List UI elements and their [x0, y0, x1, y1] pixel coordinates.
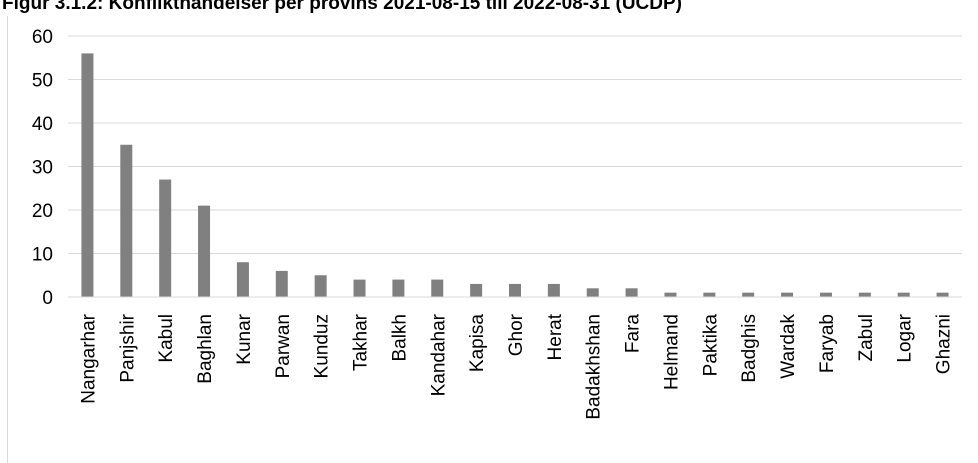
bar-helmand: [664, 292, 677, 297]
bar-baghlan: [198, 205, 211, 297]
x-tick-label: Parwan: [273, 314, 294, 378]
x-tick-label: Kandahar: [428, 313, 449, 396]
x-tick-label: Helmand: [661, 314, 682, 390]
bar-fara: [625, 288, 638, 297]
bar-wardak: [781, 292, 794, 297]
gridlines: [68, 35, 962, 254]
x-tick-label: Kabul: [156, 314, 177, 363]
bar-kunar: [236, 262, 249, 297]
x-tick-label: Ghazni: [934, 314, 955, 374]
x-tick-label: Herat: [545, 313, 566, 360]
bar-faryab: [819, 292, 832, 297]
bar-takhar: [353, 279, 366, 297]
y-tick-label: 50: [32, 71, 53, 92]
x-tick-label: Faryab: [817, 314, 838, 373]
x-tick-label: Badghis: [739, 314, 760, 383]
bar-kandahar: [431, 279, 444, 297]
x-tick-label: Paktika: [700, 314, 721, 377]
x-tick-label: Kunar: [234, 313, 255, 364]
bar-badakhshan: [586, 288, 599, 297]
x-tick-label: Kapisa: [467, 314, 488, 373]
x-tick-label: Kunduz: [312, 314, 333, 378]
x-tick-label: Zabul: [856, 314, 877, 362]
y-tick-label: 30: [32, 158, 53, 179]
y-axis-tick-labels: 0 10 20 30 40 50 60: [32, 27, 53, 309]
y-tick-label: 40: [32, 114, 53, 135]
chart-title: Figur 3.1.2: Konflikthändelser per provi…: [2, 0, 683, 14]
x-tick-label: Logar: [895, 313, 916, 362]
bar-ghazni: [936, 292, 949, 297]
bar-ghor: [509, 283, 521, 297]
x-tick-label: Takhar: [351, 313, 372, 371]
bar-logar: [897, 292, 910, 297]
y-tick-label: 20: [32, 201, 53, 222]
bar-kapisa: [470, 283, 483, 297]
x-tick-label: Panjshir: [117, 313, 138, 382]
y-tick-label: 0: [42, 288, 53, 309]
x-tick-label: Nangarhar: [78, 313, 99, 403]
bar-badghis: [742, 292, 755, 297]
bar-kunduz: [314, 275, 327, 297]
bars: [81, 53, 949, 298]
bar-paktika: [703, 292, 716, 297]
x-tick-label: Balkh: [389, 314, 410, 362]
x-tick-label: Fara: [623, 314, 644, 354]
x-tick-label: Badakhshan: [584, 314, 605, 420]
y-tick-label: 10: [32, 245, 53, 266]
y-tick-label: 60: [32, 27, 53, 48]
bar-parwan: [275, 270, 288, 297]
x-tick-label: Baghlan: [195, 314, 216, 384]
bar-balkh: [392, 279, 405, 297]
chart-frame-border: [7, 16, 8, 463]
x-tick-label: Ghor: [506, 313, 527, 356]
x-tick-label: Wardak: [778, 314, 799, 379]
bar-herat: [547, 283, 560, 297]
x-axis-tick-labels: Nangarhar Panjshir Kabul Baghlan Kunar Parwan…: [78, 313, 954, 419]
bar-zabul: [858, 292, 871, 297]
bar-nangarhar: [81, 53, 94, 298]
bar-panjshir: [120, 144, 133, 297]
bar-kabul: [159, 179, 172, 297]
